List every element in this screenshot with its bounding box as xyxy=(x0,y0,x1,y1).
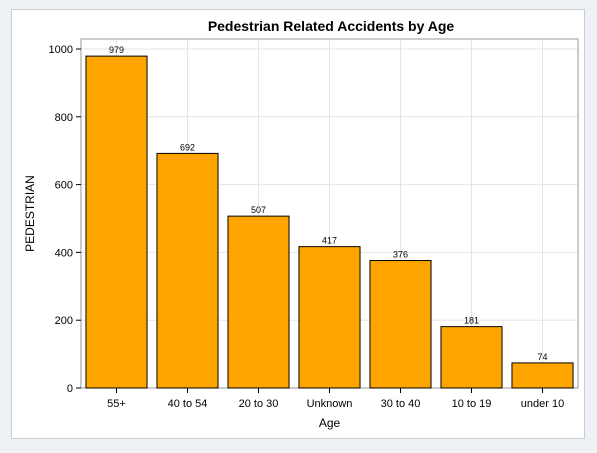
y-axis-label: PEDESTRIAN xyxy=(23,175,37,252)
x-axis: 55+ 40 to 54 20 to 30 Unknown 30 to 40 10 to … xyxy=(107,388,564,410)
bars: 979 692 507 417 376 181 74 xyxy=(85,45,574,389)
data-label: 376 xyxy=(393,250,408,260)
y-tick-label: 1000 xyxy=(49,44,73,56)
bar-10-to-19 xyxy=(440,326,503,389)
x-tick-label: 20 to 30 xyxy=(239,398,279,410)
bar-55- xyxy=(85,55,148,389)
bar-under-10 xyxy=(511,362,574,389)
y-tick-label: 600 xyxy=(55,180,73,192)
bar-30-to-40 xyxy=(369,260,432,389)
x-axis-label: Age xyxy=(319,416,341,430)
data-label: 507 xyxy=(251,205,266,215)
data-label: 979 xyxy=(109,45,124,55)
bar-20-to-30 xyxy=(227,215,290,389)
data-label: 692 xyxy=(180,142,195,152)
y-tick-label: 200 xyxy=(55,315,73,327)
bar-unknown xyxy=(298,246,361,389)
x-tick-label: 30 to 40 xyxy=(381,398,421,410)
x-tick-label: Unknown xyxy=(307,398,353,410)
chart-frame: Pedestrian Related Accidents by Age 979 6… xyxy=(11,9,585,439)
y-tick-label: 400 xyxy=(55,247,73,259)
y-axis: 0 200 400 600 800 1000 xyxy=(49,44,81,395)
x-tick-label: 55+ xyxy=(107,398,126,410)
x-tick-label: 10 to 19 xyxy=(452,398,492,410)
data-label: 417 xyxy=(322,236,337,246)
y-tick-label: 0 xyxy=(67,383,73,395)
data-label: 74 xyxy=(537,352,547,362)
chart-title: Pedestrian Related Accidents by Age xyxy=(208,18,455,34)
data-label: 181 xyxy=(464,316,479,326)
y-tick-label: 800 xyxy=(55,112,73,124)
bar-40-to-54 xyxy=(156,152,219,389)
x-tick-label: under 10 xyxy=(521,398,564,410)
bar-chart: Pedestrian Related Accidents by Age 979 6… xyxy=(23,18,579,430)
x-tick-label: 40 to 54 xyxy=(168,398,208,410)
